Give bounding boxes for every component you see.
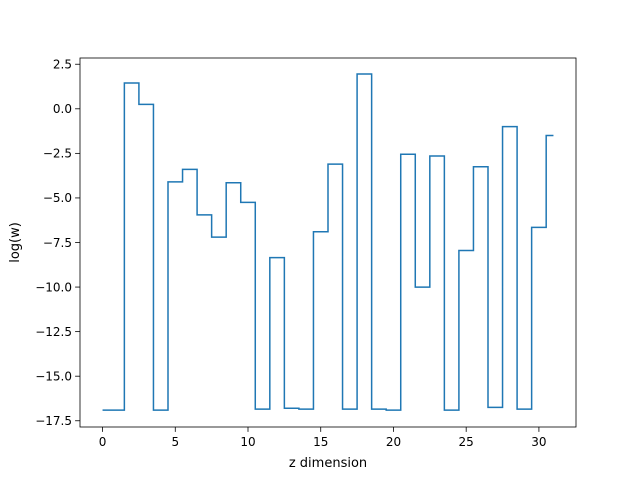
- y-tick-label: −7.5: [43, 236, 72, 250]
- y-tick-label: −2.5: [43, 147, 72, 161]
- series-line: [102, 73, 554, 411]
- y-tick-label: 2.5: [53, 58, 72, 72]
- y-tick-label: −15.0: [35, 369, 72, 383]
- y-tick-label: −12.5: [35, 325, 72, 339]
- x-tick-label: 0: [99, 435, 107, 449]
- x-tick-label: 20: [386, 435, 401, 449]
- x-tick-label: 10: [240, 435, 255, 449]
- axes-frame: [79, 57, 577, 428]
- ticks-group: 0 5 10 15 20 25 30 2.5 0.0 −2.5 −5.0 −7.5 −10.0 −12.5…: [35, 58, 546, 449]
- x-tick-label: 5: [171, 435, 179, 449]
- y-tick-label: −17.5: [35, 414, 72, 428]
- x-tick-label: 25: [459, 435, 474, 449]
- x-axis-label: z dimension: [289, 456, 367, 471]
- x-tick-label: 30: [531, 435, 546, 449]
- plot-area: [80, 58, 576, 427]
- y-tick-label: −10.0: [35, 280, 72, 294]
- y-tick-label: 0.0: [53, 102, 72, 116]
- x-tick-label: 15: [313, 435, 328, 449]
- y-tick-label: −5.0: [43, 191, 72, 205]
- y-axis-label: log(w): [8, 222, 23, 263]
